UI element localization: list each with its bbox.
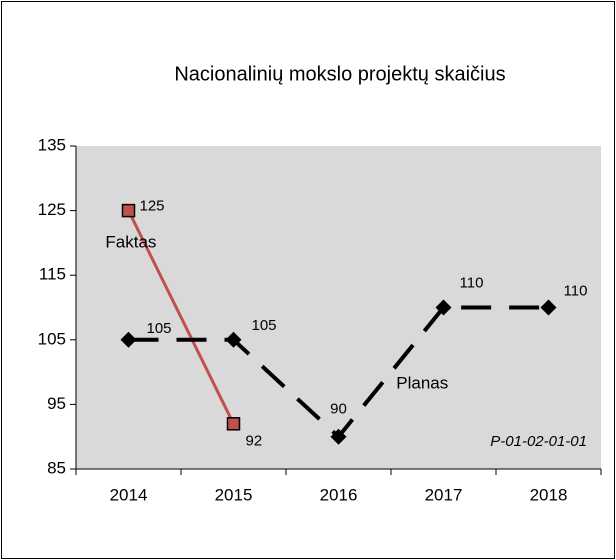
data-label: 125	[140, 198, 165, 215]
series-line	[127, 209, 235, 425]
data-point	[121, 203, 136, 218]
chart-title: Nacionalinių mokslo projektų skaičius	[174, 63, 505, 85]
data-point	[120, 331, 137, 348]
data-point	[225, 331, 242, 348]
data-point	[226, 417, 241, 431]
data-label: 90	[330, 401, 347, 418]
x-tick-label: 2015	[215, 485, 253, 504]
annotation: P-01-02-01-01	[490, 433, 587, 450]
y-tick-label: 105	[38, 329, 66, 348]
data-label: 110	[460, 274, 484, 291]
data-point	[435, 299, 452, 316]
y-tick-label: 125	[38, 200, 66, 219]
y-tick-label: 85	[47, 458, 66, 477]
y-tick-label: 135	[38, 135, 66, 154]
data-label: 92	[246, 433, 263, 450]
y-tick-label: 115	[39, 265, 66, 284]
data-point	[540, 299, 557, 316]
data-point	[330, 428, 347, 445]
data-label: 105	[147, 320, 172, 337]
series-label: Planas	[396, 373, 448, 392]
x-tick-label: 2018	[530, 485, 568, 504]
data-label: 110	[564, 282, 588, 299]
y-tick-label: 95	[47, 394, 66, 413]
x-tick-label: 2017	[425, 485, 463, 504]
data-label: 105	[252, 317, 277, 334]
x-tick-label: 2016	[320, 485, 358, 504]
x-tick-label: 2014	[110, 485, 148, 504]
series-label: Faktas	[105, 232, 156, 251]
